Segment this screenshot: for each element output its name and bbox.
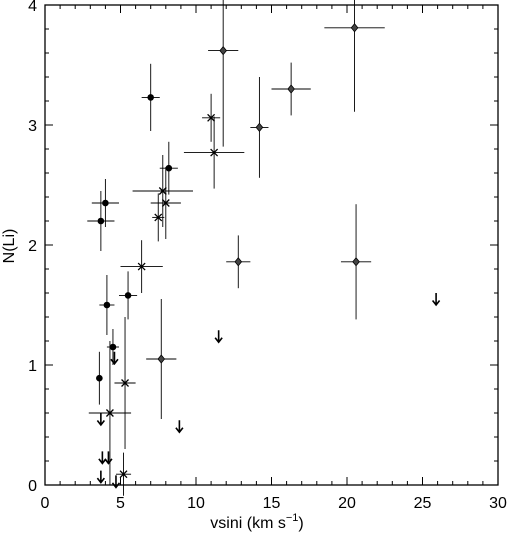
upper-limit-arrow xyxy=(96,470,106,484)
x-tick-label: 15 xyxy=(263,495,281,512)
upper-limit-arrow xyxy=(431,293,441,307)
x-tick-label: 25 xyxy=(414,495,432,512)
data-point-circle xyxy=(109,343,117,351)
data-point-cross xyxy=(210,148,219,157)
data-point-cross xyxy=(137,262,146,271)
data-point-diamond xyxy=(352,257,360,267)
x-tick-label: 30 xyxy=(489,495,507,512)
x-axis-title-main: vsini (km s xyxy=(210,515,286,532)
data-point-cross xyxy=(207,113,216,122)
data-point-circle xyxy=(147,94,154,101)
x-tick-label: 10 xyxy=(187,495,205,512)
upper-limit-arrow xyxy=(104,451,113,465)
error-bars xyxy=(87,0,385,496)
data-point-cross xyxy=(161,199,170,207)
data-point-circle xyxy=(96,374,103,382)
data-point-diamond xyxy=(287,84,295,94)
y-tick-label: 4 xyxy=(28,0,37,15)
x-tick-label: 5 xyxy=(116,495,125,512)
data-point-diamond xyxy=(255,122,264,133)
data-point-circle xyxy=(97,217,105,225)
y-tick-label: 2 xyxy=(28,238,37,255)
y-tick-label: 1 xyxy=(28,358,37,375)
tick-labels: 0 5 10 15 20 25 30 0 1 2 3 4 xyxy=(28,0,507,512)
y-tick-label: 0 xyxy=(28,478,37,495)
upper-limit-arrow xyxy=(98,451,107,465)
x-tick-label: 0 xyxy=(41,495,50,512)
x-tick-label: 20 xyxy=(338,495,356,512)
data-point-circle xyxy=(165,164,173,172)
y-tick-label: 3 xyxy=(28,118,37,135)
data-point-diamond xyxy=(350,23,359,33)
upper-limit-arrow xyxy=(96,413,106,427)
upper-limit-arrow xyxy=(175,420,184,434)
data-point-diamond xyxy=(219,45,227,56)
upper-limit-arrow xyxy=(111,475,121,489)
data-point-cross xyxy=(121,379,129,387)
x-axis-title-superscript: −1 xyxy=(286,512,299,524)
axis-ticks xyxy=(44,4,499,486)
data-point-circle xyxy=(103,301,111,309)
data-point-circle xyxy=(102,199,109,207)
upper-limit-arrow xyxy=(214,330,223,344)
data-point-diamond xyxy=(234,257,243,267)
data-point-cross xyxy=(158,187,167,195)
data-point-circle xyxy=(124,292,132,299)
data-point-cross xyxy=(154,213,163,222)
y-axis-title: N(Li) xyxy=(1,229,18,264)
data-point-diamond xyxy=(157,354,166,364)
data-markers xyxy=(96,23,441,489)
x-axis-title-suffix: ) xyxy=(298,515,303,532)
upper-limit-arrow xyxy=(110,351,119,366)
data-point-cross xyxy=(119,470,128,479)
data-point-cross xyxy=(105,409,114,417)
x-axis-title: vsini (km s−1) xyxy=(210,512,303,532)
